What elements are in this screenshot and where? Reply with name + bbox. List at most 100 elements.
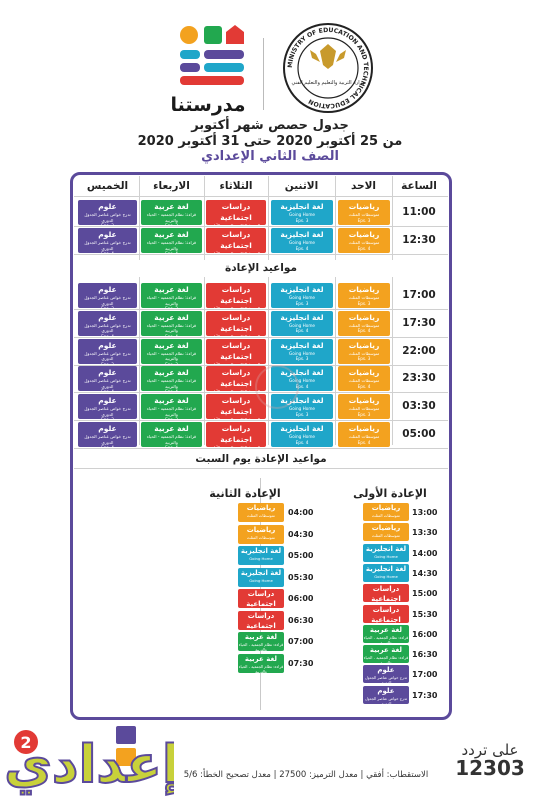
lesson-topic: Going Home [289, 434, 315, 439]
lesson-topic: تدرج خواص عناصر الجدول الدوري [84, 212, 131, 223]
lesson-title: لغة عربية [154, 396, 189, 406]
grid-line [74, 468, 448, 469]
lesson-episode: Eps. 3 [78, 223, 137, 225]
lesson-episode: Eps. 4 [357, 439, 371, 445]
saturday-rerun-band: مواعيد الإعادة يوم السبت [76, 451, 446, 468]
lesson-topic: قراءة: نظام الجمعية - الحياء والتربية [363, 634, 409, 643]
header-thursday: الخميس [86, 180, 129, 192]
saturday-time: 17:30 [412, 690, 438, 700]
watermark-stamp [255, 365, 299, 409]
grid-line [392, 176, 393, 445]
lesson-episode: Eps. 4 [141, 251, 202, 253]
lesson-cell-math: رياضيات متوسطات المثلث Eps. 3 [338, 338, 390, 364]
grid-line [74, 448, 448, 449]
lesson-title: لغة انجليزية [280, 424, 324, 433]
lesson-title: علوم [98, 340, 117, 350]
lesson-episode: Eps. 3 [295, 356, 309, 362]
grid-line [74, 420, 448, 422]
lesson-episode: Eps. 3 [295, 411, 309, 417]
lesson-episode: Eps. 3 [141, 362, 202, 364]
lesson-cell-math: رياضيات متوسطات المثلث Eps. 3 [338, 394, 390, 420]
brand-name: مدرستنا [170, 94, 246, 116]
grid-line [74, 309, 448, 310]
lesson-title: رياضيات [348, 368, 380, 378]
lesson-cell-soc: دراسات اجتماعيةالوحدة الثالثة - الدرس ال… [206, 310, 266, 336]
lesson-topic: متوسطات المثلث [348, 350, 380, 356]
lesson-topic: الوحدة الثالثة - الدرس الأول [206, 223, 266, 225]
saturday-time: 16:30 [412, 650, 438, 660]
lesson-title: رياضيات [348, 396, 380, 406]
lesson-episode: Eps. 4 [295, 439, 309, 445]
saturday-time: 13:30 [412, 528, 438, 538]
saturday-time: 04:30 [288, 529, 314, 539]
date-range: من 25 أكتوبر 2020 حتى 31 أكتوبر 2020 [137, 134, 403, 149]
lesson-title: علوم [98, 424, 117, 433]
lesson-cell-ar: لغة عربية قراءة: نظام الجمعية - الحياء وا… [141, 283, 202, 308]
lesson-cell-math: رياضيات متوسطات المثلث Eps. 4 [338, 422, 390, 447]
saturday-time: 07:30 [288, 658, 314, 668]
edady-brand-number: 2 [20, 733, 31, 752]
lesson-title: رياضيات [246, 504, 276, 512]
lesson-episode: Eps. 4 [295, 383, 309, 389]
lesson-title: لغة عربية [154, 312, 189, 322]
lesson-topic: قراءة: نظام الجمعية - الحياء والتربية [146, 378, 197, 389]
lesson-title: دراسات اجتماعية [220, 202, 252, 222]
lesson-title: دراسات اجتماعية [371, 605, 401, 623]
lesson-title: رياضيات [348, 230, 380, 239]
time-slot: 05:00 [402, 428, 436, 440]
lesson-title: دراسات اجتماعية [246, 590, 276, 608]
logo-divider [263, 38, 264, 110]
lesson-title: لغة عربية [154, 230, 189, 239]
time-slot: 12:30 [402, 234, 436, 246]
lesson-title: دراسات اجتماعية [371, 585, 401, 603]
lesson-title: دراسات اجتماعية [220, 368, 252, 389]
saturday-lesson-math: رياضيات متوسطات المثلث [238, 503, 284, 522]
lesson-topic: متوسطات المثلث [348, 295, 380, 300]
time-slot: 17:30 [402, 316, 436, 329]
lesson-topic: تدرج خواص عناصر الجدول الدوري [364, 675, 408, 684]
lesson-topic: قراءة: نظام الجمعية - الحياء والتربية [146, 295, 197, 306]
lesson-topic: متوسطات المثلث [247, 513, 275, 518]
lesson-topic: الوحدة الثالثة - الدرس الأول [206, 445, 266, 447]
lesson-topic: متوسطات المثلث [348, 212, 380, 217]
saturday-time: 16:00 [412, 629, 438, 639]
channel-label: على تردد [461, 741, 519, 759]
lesson-topic: متوسطات المثلث [372, 513, 400, 518]
lesson-title: لغة انجليزية [365, 544, 407, 553]
header-sunday: الاحد [350, 180, 377, 192]
lesson-topic: متوسطات المثلث [247, 534, 275, 540]
saturday-lesson-eng: لغة انجليزية Going Home [238, 546, 284, 565]
lesson-topic: Going Home [289, 240, 315, 245]
lesson-episode: Eps. 4 [78, 445, 137, 447]
lesson-topic: Going Home [249, 556, 273, 561]
lesson-topic: Going Home [289, 350, 315, 356]
time-slot: 11:00 [402, 206, 436, 218]
saturday-lesson-ar: لغة عربية قراءة: نظام الجمعية - الحياء وا… [238, 632, 284, 651]
lesson-cell-math: رياضيات متوسطات المثلث Eps. 4 [338, 310, 390, 336]
lesson-episode: Eps. 4 [141, 445, 202, 447]
lesson-cell-ar: لغة عربية قراءة: نظام الجمعية - الحياء وا… [141, 422, 202, 447]
lesson-title: لغة عربية [244, 633, 278, 641]
lesson-cell-eng: لغة انجليزية Going Home Eps. 4 [271, 310, 333, 336]
lesson-title: علوم [377, 666, 395, 675]
lesson-episode: Eps. 3 [295, 217, 309, 223]
page-title: جدول حصص شهر أكتوبر [191, 118, 349, 133]
lesson-cell-eng: لغة انجليزية Going Home Eps. 3 [271, 338, 333, 364]
lesson-title: رياضيات [348, 340, 380, 350]
lesson-topic: قراءة: نظام الجمعية - الحياء والتربية [363, 655, 409, 664]
lesson-topic: قراءة: نظام الجمعية - الحياء والتربية [146, 322, 197, 334]
lesson-title: لغة انجليزية [280, 230, 324, 239]
lesson-topic: Going Home [289, 295, 315, 300]
lesson-topic: متوسطات المثلث [348, 240, 380, 245]
lesson-title: لغة عربية [154, 202, 189, 211]
saturday-lesson-sci: علوم تدرج خواص عناصر الجدول الدوري [363, 665, 409, 684]
saturday-lesson-ar: لغة عربية قراءة: نظام الجمعية - الحياء وا… [238, 653, 284, 673]
lesson-title: لغة عربية [244, 654, 278, 663]
lesson-title: رياضيات [371, 504, 401, 512]
time-slot: 17:00 [402, 289, 436, 301]
lesson-topic: قراءة: نظام الجمعية - الحياء والتربية [146, 212, 197, 223]
lesson-topic: الوحدة الثالثة - الدرس الأول [206, 251, 266, 253]
